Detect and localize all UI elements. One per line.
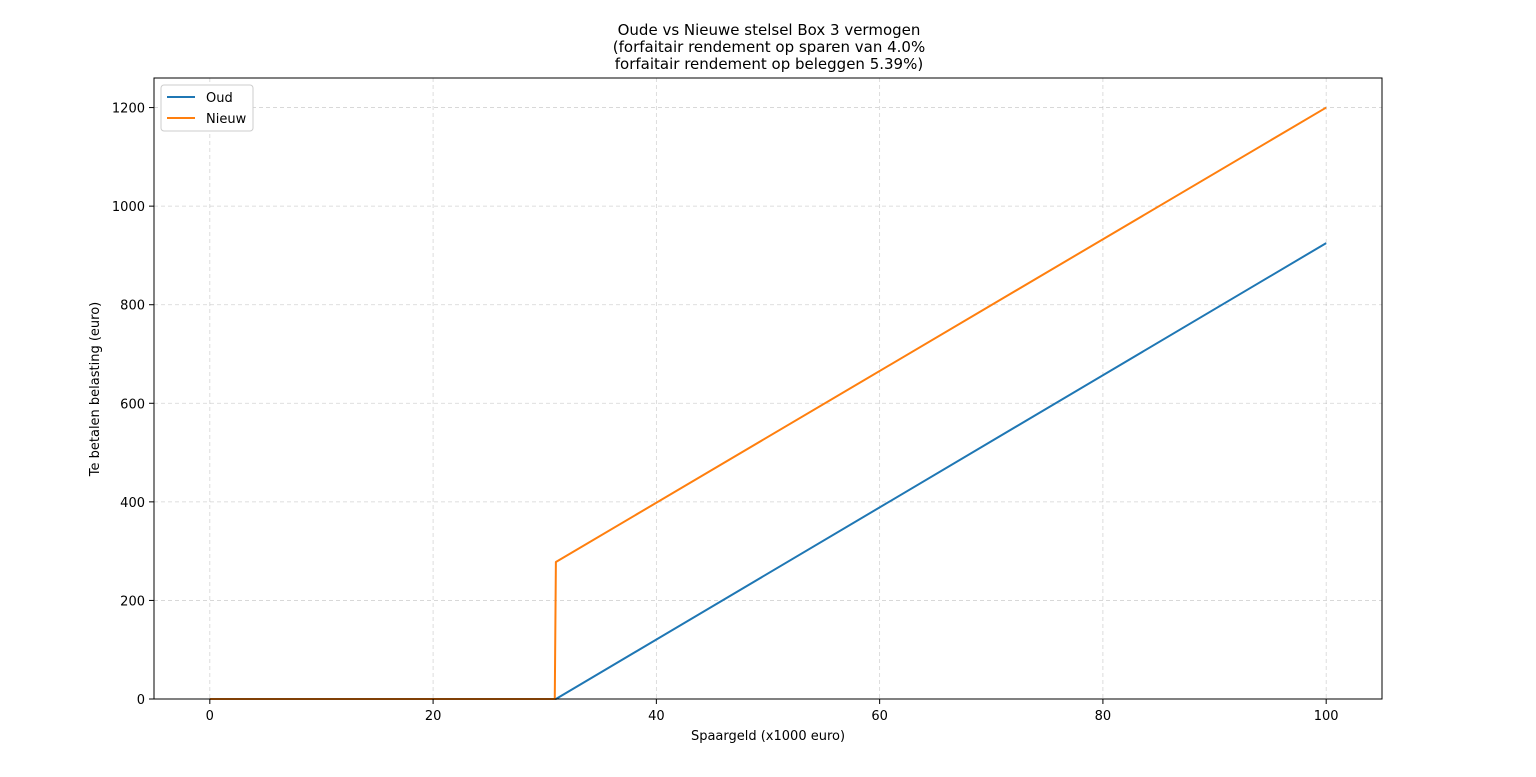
legend-label-nieuw: Nieuw bbox=[206, 112, 247, 127]
x-axis-label: Spaargeld (x1000 euro) bbox=[691, 729, 845, 744]
x-tick-label-40: 40 bbox=[648, 709, 665, 724]
legend: Oud Nieuw bbox=[160, 84, 254, 132]
y-axis-ticks: 0 200 400 600 800 1000 1200 bbox=[112, 102, 154, 708]
legend-label-oud: Oud bbox=[206, 91, 233, 106]
x-tick-label-100: 100 bbox=[1314, 709, 1339, 724]
y-tick-label-200: 200 bbox=[120, 594, 145, 609]
x-tick-label-80: 80 bbox=[1095, 709, 1112, 724]
x-tick-label-20: 20 bbox=[425, 709, 442, 724]
plot-frame bbox=[153, 77, 1383, 700]
y-tick-label-1200: 1200 bbox=[112, 102, 145, 117]
y-tick-label-1000: 1000 bbox=[112, 200, 145, 215]
chart-title-line-1: Oude vs Nieuwe stelsel Box 3 vermogen bbox=[618, 21, 921, 39]
y-tick-label-0: 0 bbox=[137, 693, 145, 708]
x-axis-ticks: 0 20 40 60 80 100 bbox=[206, 699, 1339, 724]
chart-title-line-2: (forfaitair rendement op sparen van 4.0% bbox=[613, 38, 925, 56]
chart-title: Oude vs Nieuwe stelsel Box 3 vermogen (f… bbox=[613, 21, 925, 73]
y-axis-label: Te betalen belasting (euro) bbox=[88, 302, 103, 477]
x-tick-label-60: 60 bbox=[871, 709, 888, 724]
y-tick-label-800: 800 bbox=[120, 299, 145, 314]
chart-title-line-3: forfaitair rendement op beleggen 5.39%) bbox=[615, 55, 923, 73]
x-tick-label-0: 0 bbox=[206, 709, 214, 724]
y-tick-label-600: 600 bbox=[120, 397, 145, 412]
y-tick-label-400: 400 bbox=[120, 496, 145, 511]
